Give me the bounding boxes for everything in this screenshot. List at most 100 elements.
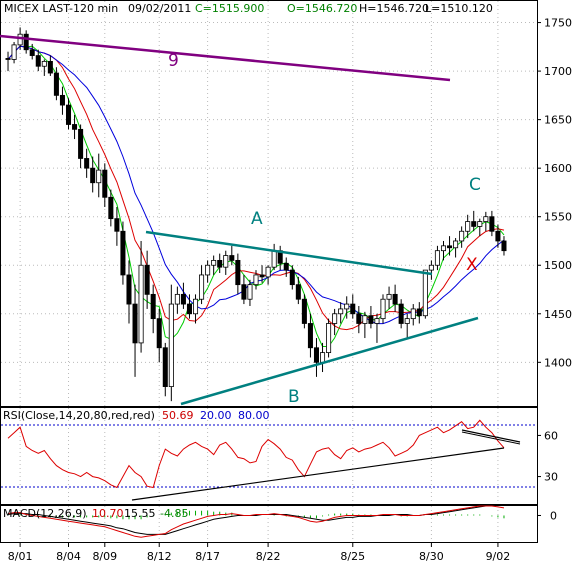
price-bar xyxy=(374,313,380,343)
price-bar xyxy=(47,55,53,76)
header-high: H=1546.720 xyxy=(359,2,429,15)
price-bar xyxy=(205,260,211,283)
price-bar xyxy=(295,276,301,305)
macd-tick-label: 0 xyxy=(550,509,557,522)
triangle-lower-line xyxy=(180,316,479,406)
price-bar xyxy=(368,306,374,329)
price-bar xyxy=(235,253,241,295)
price-bar xyxy=(501,236,507,256)
price-bar xyxy=(150,284,156,334)
date-tick-label: 9/02 xyxy=(486,550,511,563)
price-bar xyxy=(434,245,440,271)
price-bar xyxy=(289,265,295,290)
price-bar xyxy=(477,218,483,237)
price-bar xyxy=(247,279,253,307)
price-bar xyxy=(283,257,289,277)
macd-series xyxy=(7,504,505,538)
price-bar xyxy=(132,284,138,377)
rsi-series xyxy=(7,419,505,489)
price-bar xyxy=(229,245,235,266)
price-bar xyxy=(78,124,84,169)
rsi-header: RSI(Close,14,20,80,red,red) 50.69 20.00 … xyxy=(3,409,270,422)
macd-label: MACD(12,26,9) xyxy=(3,507,87,520)
price-bar xyxy=(483,211,489,232)
rsi-upper-value: 80.00 xyxy=(238,409,270,422)
rsi-line xyxy=(7,419,505,489)
price-bar xyxy=(90,156,96,193)
price-bar xyxy=(362,311,368,339)
price-bar xyxy=(96,153,102,198)
price-bar xyxy=(126,260,132,324)
macd-signal-value: 15.55 xyxy=(124,507,156,520)
price-panel xyxy=(0,0,538,407)
price-bar xyxy=(398,299,404,329)
price-bar xyxy=(53,67,59,101)
price-bar xyxy=(186,294,192,319)
price-bar xyxy=(495,224,501,248)
price-bar xyxy=(193,294,199,324)
price-bar xyxy=(459,226,465,248)
price-bar xyxy=(114,207,120,246)
price-bar xyxy=(332,308,338,336)
price-bar xyxy=(259,265,265,283)
price-tick-label: 1550 xyxy=(544,211,572,224)
price-bar xyxy=(422,269,428,319)
rsi-trendline-2 xyxy=(461,429,521,443)
price-bar xyxy=(120,221,126,285)
price-bar xyxy=(265,265,271,285)
price-bar xyxy=(428,260,434,280)
price-tick-label: 1600 xyxy=(544,162,572,175)
rsi-lower-value: 20.00 xyxy=(200,409,232,422)
price-bar xyxy=(168,284,174,402)
label-x: X xyxy=(466,255,478,275)
price-bar xyxy=(471,210,477,232)
price-bar xyxy=(156,308,162,363)
date-tick-label: 8/22 xyxy=(256,550,281,563)
price-bar xyxy=(180,282,186,309)
price-bar xyxy=(410,304,416,326)
price-bar xyxy=(338,302,344,324)
price-bar xyxy=(138,240,144,353)
price-bar xyxy=(65,98,72,130)
price-bar xyxy=(404,313,410,339)
price-bar xyxy=(356,306,362,334)
wave9-trendline xyxy=(0,34,451,82)
price-bar xyxy=(241,274,247,305)
axis-labels: 1400 1450 1500 1550 1600 1650 1700 1750 8/01 8/04… xyxy=(8,17,572,563)
price-bar xyxy=(489,210,495,237)
date-tick-label: 8/17 xyxy=(195,550,220,563)
rsi-trendline-1 xyxy=(131,447,505,501)
trend-lines xyxy=(0,34,479,406)
rsi-tick-label: 60 xyxy=(544,429,558,442)
label-c: C xyxy=(469,175,481,195)
macd-value: 10.70 xyxy=(92,507,124,520)
label-b: B xyxy=(288,387,300,407)
price-bar xyxy=(313,338,319,377)
rsi-panel xyxy=(0,407,538,505)
price-bar xyxy=(5,51,11,72)
header-low: L=1510.120 xyxy=(425,2,493,15)
price-bar xyxy=(174,286,180,314)
price-bar xyxy=(416,302,422,324)
price-bar xyxy=(102,163,108,207)
price-bar xyxy=(211,255,217,275)
price-bar xyxy=(344,296,350,319)
price-bar xyxy=(11,41,17,64)
date-tick-label: 8/12 xyxy=(147,550,172,563)
macd-line xyxy=(7,505,505,538)
price-bar xyxy=(386,286,392,309)
date-tick-label: 8/04 xyxy=(56,550,81,563)
macd-hist-value: -4.85 xyxy=(160,507,188,520)
rsi-value: 50.69 xyxy=(162,409,194,422)
date-tick-label: 8/30 xyxy=(419,550,444,563)
price-bar xyxy=(217,253,223,274)
price-bar xyxy=(453,238,459,258)
price-bar xyxy=(72,114,78,140)
price-bar xyxy=(29,43,35,60)
date-tick-label: 8/25 xyxy=(340,550,365,563)
price-bar xyxy=(253,270,259,290)
price-bar xyxy=(162,342,168,397)
rsi-trendline-3 xyxy=(461,431,521,445)
price-bar xyxy=(465,214,471,239)
